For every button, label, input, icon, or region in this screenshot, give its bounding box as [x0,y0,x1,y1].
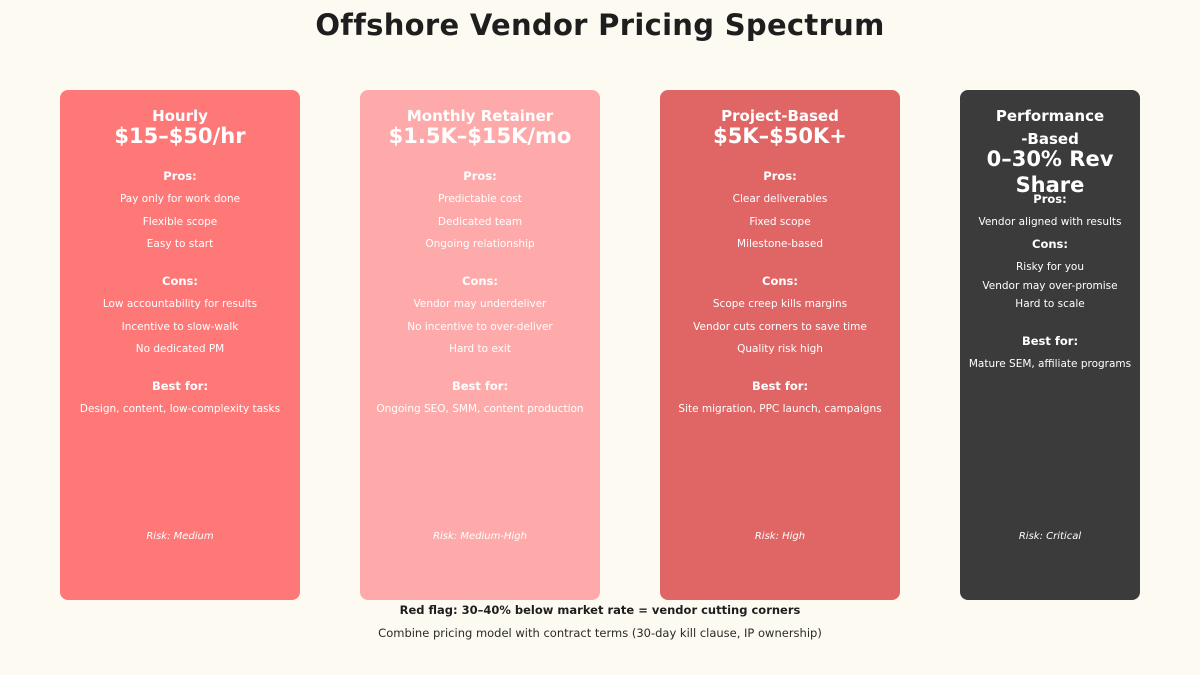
pros-item: Milestone-based [737,238,823,250]
cons-item: Vendor may underdeliver [413,298,547,310]
pros-label: Pros: [163,169,197,183]
pros-item: Predictable cost [438,193,522,205]
cons-item: Hard to scale [1015,298,1085,310]
pros-item: Pay only for work done [119,193,241,205]
cons-item: Vendor cuts corners to save time [693,321,867,333]
cons-item: Low accountability for results [102,298,258,310]
best-for-label: Best for: [151,379,209,393]
cons-item: Incentive to slow-walk [121,321,239,333]
card-price: $1.5K–$15K/mo [388,124,572,148]
card-name: Hourly [152,107,208,125]
best-for-text: Design, content, low-complexity tasks [79,403,281,415]
cons-item: Risky for you [1015,261,1084,273]
cons-item: Quality risk high [737,343,823,355]
cons-item: No dedicated PM [135,343,225,355]
card-name-line1: Performance [995,107,1105,125]
card-name: Project-Based [721,107,839,125]
pros-item: Clear deliverables [732,193,828,205]
pros-label: Pros: [463,169,497,183]
pricing-card-retainer: Monthly Retainer $1.5K–$15K/mo Pros: Pre… [360,90,600,600]
pricing-card-project: Project-Based $5K–$50K+ Pros: Clear deli… [660,90,900,600]
best-for-label: Best for: [451,379,509,393]
best-for-text: Mature SEM, affiliate programs [968,358,1132,370]
cons-label: Cons: [462,274,498,288]
risk-label: Risk: Medium-High [433,531,527,542]
card-price: $15–$50/hr [114,124,246,148]
pros-label: Pros: [1033,192,1067,206]
pricing-card-hourly: Hourly $15–$50/hr Pros: Pay only for wor… [60,90,300,600]
risk-label: Risk: High [754,531,806,542]
pros-item: Dedicated team [437,216,523,228]
card-price: 0–30% Rev Share [986,147,1114,197]
pros-label: Pros: [763,169,797,183]
pros-item: Ongoing relationship [425,238,535,250]
card-name-line2: -Based [1021,130,1079,148]
risk-label: Risk: Medium [146,531,214,542]
cons-item: No incentive to over-deliver [407,321,553,333]
pros-item: Vendor aligned with results [978,216,1122,228]
pros-item: Easy to start [146,238,214,250]
contract-note: Combine pricing model with contract term… [378,626,822,640]
best-for-text: Ongoing SEO, SMM, content production [376,403,584,415]
cons-label: Cons: [762,274,798,288]
pricing-card-performance: Performance -Based 0–30% Rev Share Pros:… [960,90,1140,600]
page-title: Offshore Vendor Pricing Spectrum [315,8,885,42]
pros-item: Flexible scope [142,216,218,228]
red-flag-note: Red flag: 30–40% below market rate = ven… [399,603,801,617]
best-for-text: Site migration, PPC launch, campaigns [678,403,882,415]
card-name: Monthly Retainer [406,107,554,125]
cons-label: Cons: [162,274,198,288]
cons-item: Hard to exit [449,343,511,355]
cons-item: Vendor may over-promise [982,280,1118,292]
card-price: $5K–$50K+ [713,124,847,148]
cons-label: Cons: [1032,237,1068,251]
best-for-label: Best for: [751,379,809,393]
cons-item: Scope creep kills margins [712,298,848,310]
pros-item: Fixed scope [749,216,811,228]
best-for-label: Best for: [1021,334,1079,348]
risk-label: Risk: Critical [1018,531,1082,542]
